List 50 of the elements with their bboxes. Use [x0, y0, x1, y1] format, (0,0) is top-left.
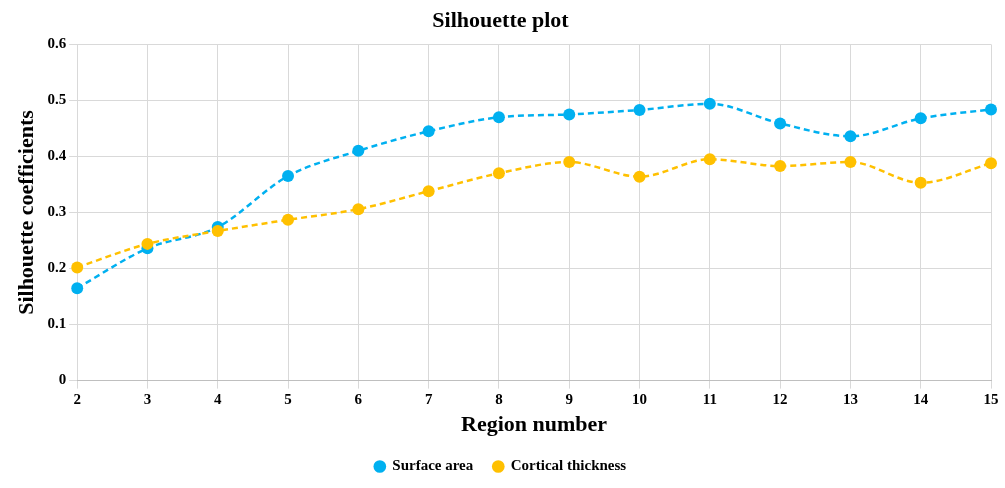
- y-axis-title: Silhouette coefficients: [12, 109, 38, 315]
- point: [914, 176, 927, 189]
- x-axis-title: Region number: [461, 411, 608, 437]
- y-tick-label: 0.3: [47, 203, 67, 220]
- x-tick-label: 13: [842, 391, 858, 408]
- point: [282, 213, 295, 226]
- point: [141, 237, 154, 250]
- point: [352, 144, 365, 157]
- y-tick-label: 0.1: [47, 315, 67, 332]
- point: [985, 103, 997, 116]
- x-tick-label: 2: [73, 391, 81, 408]
- x-tick-label: 12: [772, 391, 788, 408]
- point: [352, 203, 365, 216]
- point: [71, 282, 84, 295]
- x-tick-label: 9: [565, 391, 573, 408]
- y-tick-label: 0: [58, 371, 67, 388]
- y-tick-label: 0.2: [47, 259, 67, 276]
- point: [563, 156, 576, 169]
- x-tick-label: 5: [284, 391, 292, 408]
- point: [703, 153, 716, 166]
- x-tick-label: 14: [913, 391, 929, 408]
- point: [774, 117, 787, 130]
- point: [703, 97, 716, 110]
- point: [774, 159, 787, 172]
- point: [492, 111, 505, 124]
- point: [844, 156, 857, 169]
- point: [282, 170, 295, 183]
- x-tick-label: 11: [702, 391, 717, 408]
- x-tick-label: 10: [632, 391, 648, 408]
- point: [914, 112, 927, 125]
- x-tick-label: 3: [143, 391, 152, 408]
- legend-label: Cortical thickness: [510, 457, 627, 474]
- y-tick-label: 0.5: [47, 91, 67, 108]
- point: [563, 108, 576, 121]
- point: [985, 157, 997, 170]
- x-tick-label: 4: [213, 391, 222, 408]
- point: [492, 167, 505, 180]
- x-tick-label: 15: [983, 391, 999, 408]
- legend-label: Surface area: [392, 457, 474, 474]
- y-tick-label: 0.6: [47, 35, 67, 52]
- point: [633, 103, 646, 116]
- point: [422, 185, 435, 198]
- x-tick-label: 6: [354, 391, 363, 408]
- y-tick-label: 0.4: [47, 147, 67, 164]
- x-tick-label: 7: [424, 391, 433, 408]
- x-tick-label: 8: [495, 391, 503, 408]
- point: [422, 125, 435, 138]
- point: [633, 170, 646, 183]
- point: [844, 130, 857, 143]
- chart-title: Silhouette plot: [432, 6, 570, 32]
